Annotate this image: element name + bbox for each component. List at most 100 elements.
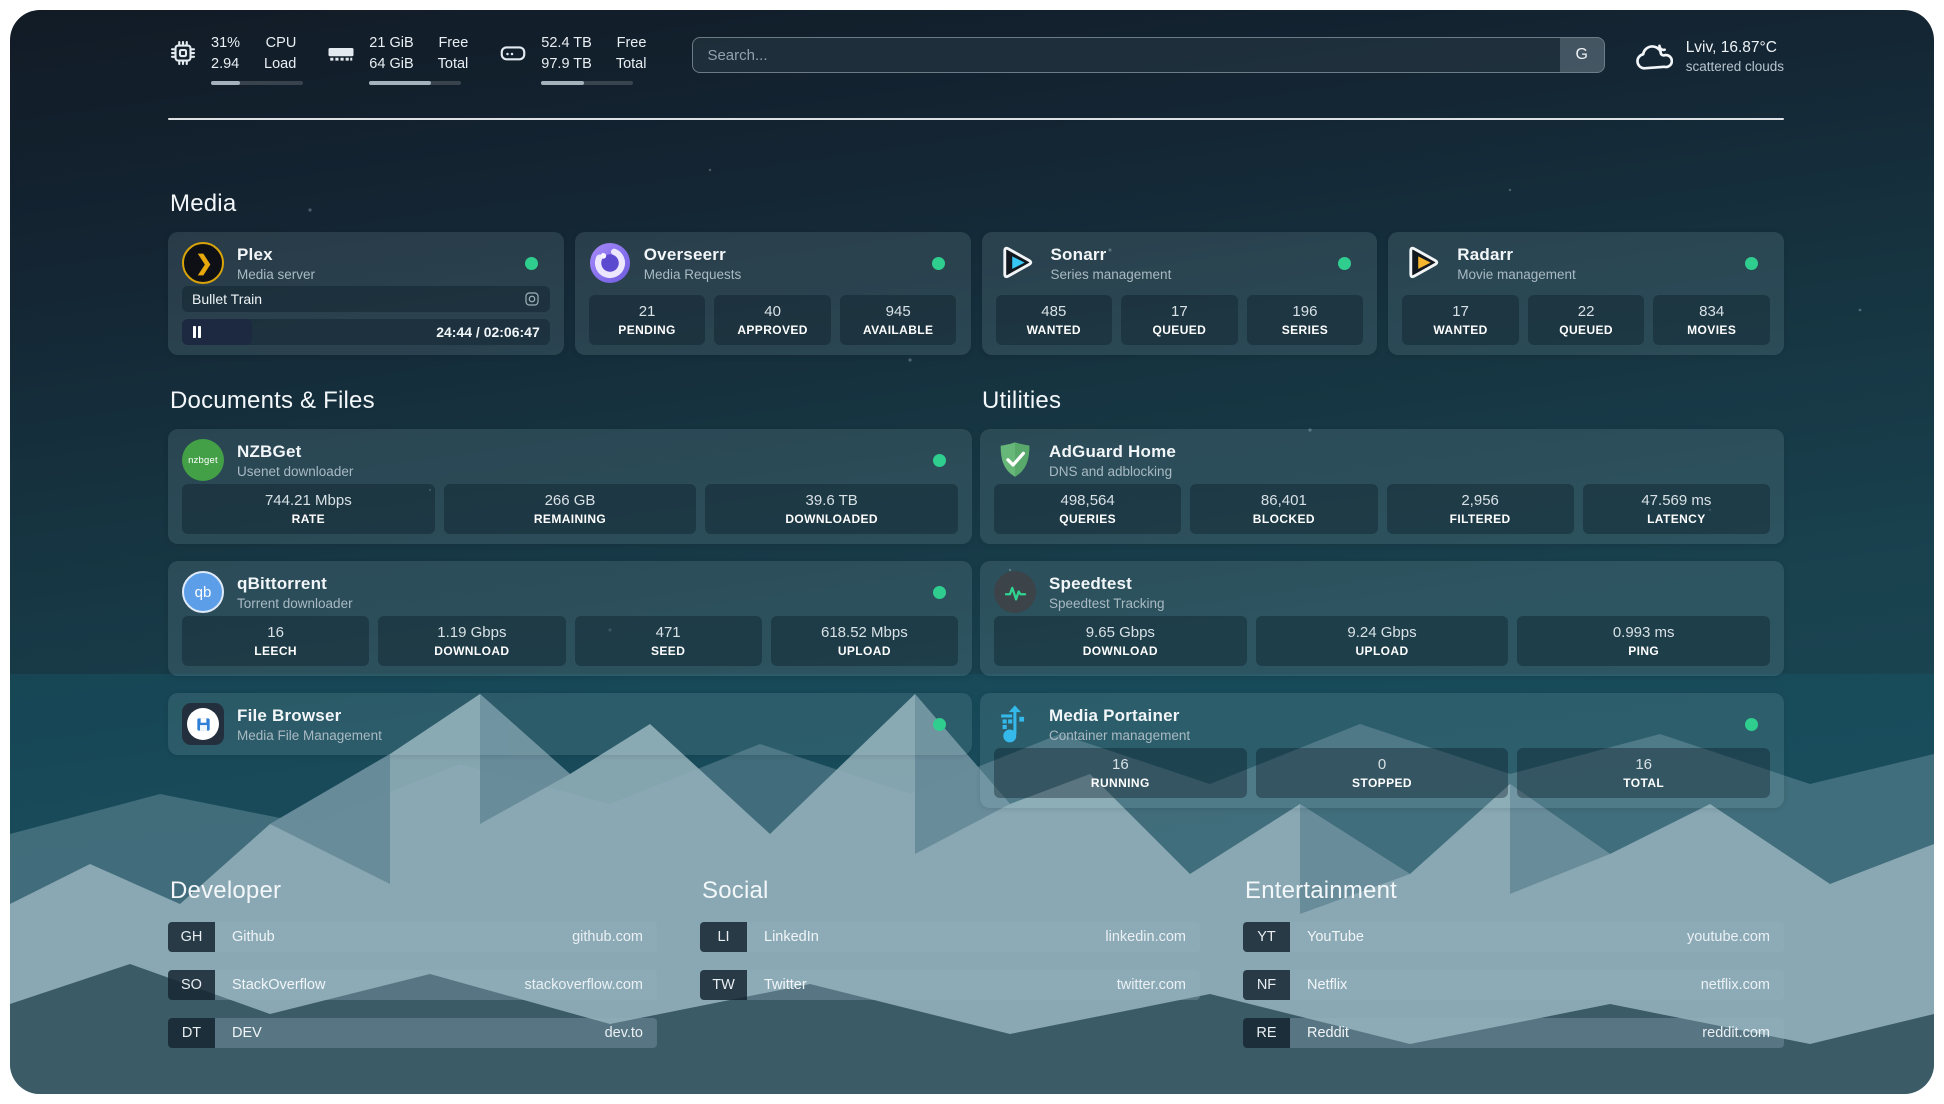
stat-block: 618.52 Mbps UPLOAD <box>770 616 958 666</box>
service-description: Series management <box>1050 266 1172 282</box>
bookmark-domain: twitter.com <box>1116 977 1186 993</box>
bookmark-abbr: SO <box>168 970 215 1000</box>
now-playing-row: Bullet Train <box>182 286 550 312</box>
search-input[interactable] <box>692 37 1605 73</box>
service-name: Radarr <box>1457 244 1514 264</box>
stat-value: 17 <box>1452 303 1469 320</box>
bookmarks-area: Developer GH Github github.com SO StackO… <box>168 877 1784 1048</box>
stat-label: BLOCKED <box>1252 512 1315 526</box>
memory-total-label: Total <box>437 56 469 72</box>
status-online-dot <box>524 256 538 270</box>
bookmark-link-stackoverflow[interactable]: SO StackOverflow stackoverflow.com <box>168 970 657 1000</box>
bookmark-link-reddit[interactable]: RE Reddit reddit.com <box>1243 1018 1784 1048</box>
stat-label: QUEUED <box>1152 323 1207 337</box>
status-online-dot <box>1338 256 1352 270</box>
bookmark-name: Github <box>232 929 275 945</box>
dashboard-window: 31% 2.94 CPU Load 21 GiB 64 GiB <box>10 10 1934 1094</box>
video-icon <box>524 291 540 307</box>
stat-value: 47.569 ms <box>1641 492 1712 509</box>
bookmark-domain: linkedin.com <box>1105 929 1186 945</box>
speedtest-icon <box>994 571 1036 613</box>
media-cards-row: ❯ Plex Media server Bullet Train 24:44 /… <box>168 232 1784 355</box>
stat-block: 1.19 Gbps DOWNLOAD <box>378 616 566 666</box>
disk-total-label: Total <box>615 56 647 72</box>
media-section: Media ❯ Plex Media server Bullet Train 2… <box>168 190 1784 355</box>
service-card-radarr[interactable]: Radarr Movie management 17 WANTED 22 QUE… <box>1388 232 1784 355</box>
bookmark-section-title: Developer <box>170 877 282 904</box>
stat-value: 21 <box>638 303 656 320</box>
service-description: Media File Management <box>237 727 382 743</box>
disk-icon <box>498 38 528 68</box>
search-bar: G <box>692 37 1605 73</box>
stat-block: 834 MOVIES <box>1653 295 1770 345</box>
service-card-file-browser[interactable]: File Browser Media File Management <box>168 693 972 755</box>
bookmark-section-social: Social LI LinkedIn linkedin.com TW Twitt… <box>700 877 1200 1048</box>
cpu-label: CPU <box>265 35 297 52</box>
service-stats: 485 WANTED 17 QUEUED 196 SERIES <box>995 295 1364 345</box>
service-description: Container management <box>1049 727 1191 743</box>
plex-icon: ❯ <box>182 242 224 284</box>
memory-free-label: Free <box>438 35 469 52</box>
stat-label: SEED <box>650 644 686 658</box>
stat-label: UPLOAD <box>837 644 891 658</box>
service-card-plex[interactable]: ❯ Plex Media server Bullet Train 24:44 /… <box>168 232 564 355</box>
service-card-header: nzbget NZBGet Usenet downloader <box>182 439 958 481</box>
search-engine-button[interactable]: G <box>1559 38 1604 72</box>
service-card-nzbget[interactable]: nzbget NZBGet Usenet downloader 744.21 M… <box>168 429 972 544</box>
bookmark-rows: YT YouTube youtube.com NF Netflix netfli… <box>1243 922 1784 1048</box>
stat-value: 945 <box>885 303 911 320</box>
weather-widget: Lviv, 16.87°C scattered clouds <box>1633 38 1784 74</box>
stat-block: 471 SEED <box>574 616 762 666</box>
utilities-section: Utilities AdGuard Home DNS and adblockin… <box>980 387 1784 808</box>
service-description: Media Requests <box>643 266 742 282</box>
service-card-media-portainer[interactable]: Media Portainer Container management 16 … <box>980 693 1784 808</box>
stat-block: 0.993 ms PING <box>1517 616 1771 666</box>
bookmark-link-youtube[interactable]: YT YouTube youtube.com <box>1243 922 1784 952</box>
bookmark-abbr: GH <box>168 922 215 952</box>
service-name: AdGuard Home <box>1049 441 1177 461</box>
stat-label: QUERIES <box>1059 512 1117 526</box>
service-name: NZBGet <box>237 441 302 461</box>
bookmark-domain: netflix.com <box>1700 977 1770 993</box>
bookmark-link-linkedin[interactable]: LI LinkedIn linkedin.com <box>700 922 1200 952</box>
bookmark-link-dev[interactable]: DT DEV dev.to <box>168 1018 657 1048</box>
service-card-sonarr[interactable]: Sonarr Series management 485 WANTED 17 Q… <box>981 232 1378 355</box>
stat-value: 39.6 TB <box>805 492 858 509</box>
stat-label: MOVIES <box>1687 323 1737 337</box>
stat-label: SERIES <box>1281 323 1329 337</box>
service-card-qbittorrent[interactable]: qb qBittorrent Torrent downloader 16 LEE… <box>168 561 972 676</box>
service-card-header: Overseerr Media Requests <box>589 242 957 284</box>
stat-value: 2,956 <box>1461 492 1499 509</box>
bookmark-link-twitter[interactable]: TW Twitter twitter.com <box>700 970 1200 1000</box>
service-card-header: Speedtest Speedtest Tracking <box>994 571 1770 613</box>
bookmark-domain: stackoverflow.com <box>524 977 643 993</box>
service-card-speedtest[interactable]: Speedtest Speedtest Tracking 9.65 Gbps D… <box>980 561 1784 676</box>
bookmark-name: Reddit <box>1307 1025 1349 1041</box>
stat-block: 196 SERIES <box>1246 295 1364 345</box>
bookmark-rows: LI LinkedIn linkedin.com TW Twitter twit… <box>700 922 1200 1000</box>
status-online-dot <box>1745 717 1758 731</box>
status-online-dot <box>933 585 946 599</box>
service-card-adguard-home[interactable]: AdGuard Home DNS and adblocking 498,564 … <box>980 429 1784 544</box>
stat-block: 16 RUNNING <box>994 748 1247 798</box>
service-description: DNS and adblocking <box>1049 463 1173 479</box>
playback-progress-bar[interactable]: 24:44 / 02:06:47 <box>182 319 550 345</box>
service-card-overseerr[interactable]: Overseerr Media Requests 21 PENDING 40 A… <box>574 232 971 355</box>
stat-label: RUNNING <box>1090 776 1150 790</box>
bookmark-abbr: RE <box>1243 1018 1290 1048</box>
adguard-icon <box>994 439 1036 481</box>
overseerr-icon <box>589 242 631 284</box>
stat-value: 17 <box>1171 303 1188 320</box>
bookmark-link-github[interactable]: GH Github github.com <box>168 922 657 952</box>
stat-value: 16 <box>1635 756 1653 773</box>
media-section-title: Media <box>170 190 237 217</box>
now-playing-title: Bullet Train <box>192 291 263 307</box>
bookmark-link-netflix[interactable]: NF Netflix netflix.com <box>1243 970 1784 1000</box>
memory-free-value: 21 GiB <box>369 35 414 52</box>
stat-value: 9.24 Gbps <box>1347 624 1417 641</box>
nzbget-icon: nzbget <box>182 439 224 481</box>
bookmark-rows: GH Github github.com SO StackOverflow st… <box>168 922 657 1048</box>
playback-time: 24:44 / 02:06:47 <box>436 324 540 340</box>
cpu-usage-value: 31% <box>211 35 241 52</box>
disk-total-value: 97.9 TB <box>541 56 592 72</box>
